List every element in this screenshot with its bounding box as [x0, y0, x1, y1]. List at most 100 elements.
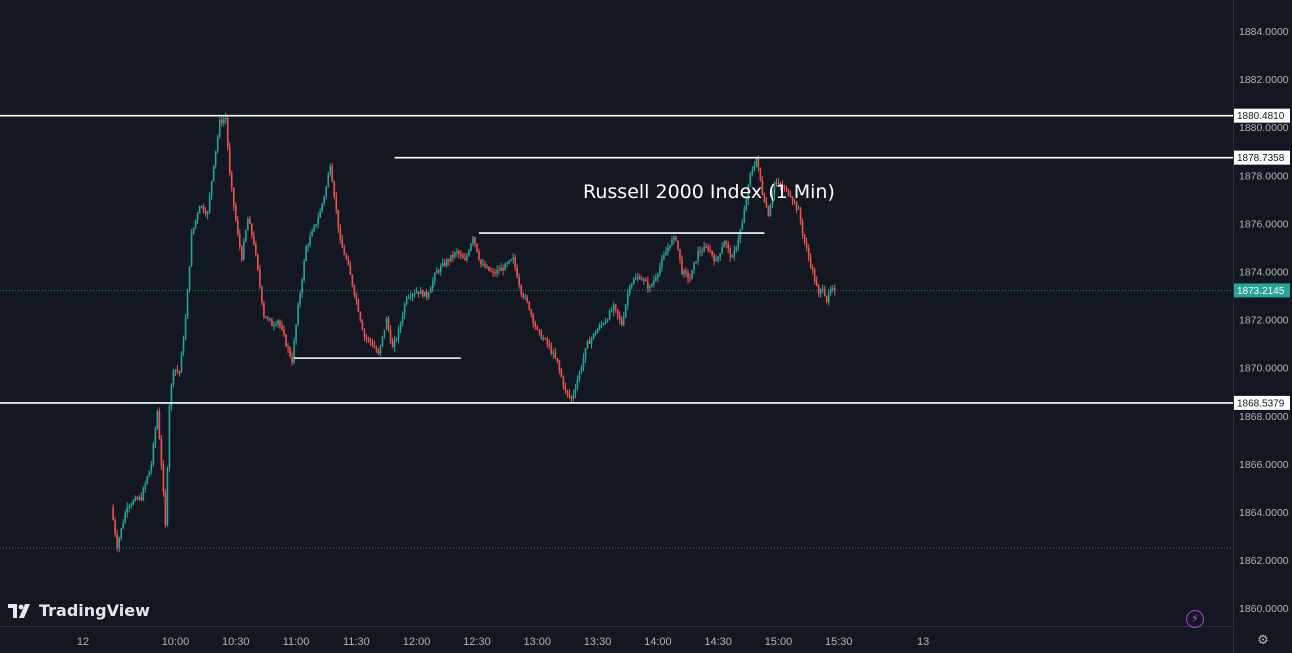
candle — [138, 495, 141, 502]
price-tick-label: 1866.0000 — [1239, 459, 1289, 471]
candle — [777, 177, 780, 185]
candle-body — [427, 293, 430, 298]
candle — [640, 275, 643, 281]
candle-body — [657, 273, 659, 278]
candle-body — [224, 117, 227, 120]
candle-body — [126, 507, 129, 513]
candle-body — [375, 347, 378, 352]
candle-body — [765, 202, 768, 207]
candle-body — [337, 209, 340, 229]
price-level-tag — [1234, 150, 1290, 165]
candle-body — [277, 320, 279, 325]
candle — [435, 266, 438, 274]
candle-body — [544, 338, 547, 340]
candle-body — [439, 265, 442, 272]
time-tick-label: 11:00 — [283, 636, 310, 648]
candle-body — [669, 245, 671, 248]
lightning-icon[interactable]: ⚡ — [1186, 610, 1204, 628]
candle-body — [399, 323, 402, 330]
candle — [522, 292, 524, 300]
candle-body — [552, 352, 555, 354]
candle — [232, 187, 235, 211]
candle — [558, 359, 561, 375]
candle — [154, 426, 157, 448]
candle — [803, 233, 806, 246]
candle-body — [448, 259, 450, 262]
time-axis[interactable]: 12 10:00 10:30 11:00 11:30 12:00 12:30 13:00 13:… — [0, 626, 1233, 649]
price-tick-label: 1884.0000 — [1239, 26, 1289, 38]
candle — [307, 242, 309, 252]
candle-body — [444, 262, 446, 266]
candle — [152, 441, 155, 467]
gear-icon[interactable]: ⚙ — [1257, 633, 1269, 648]
candle — [460, 249, 462, 260]
candle — [626, 288, 629, 311]
candle — [711, 250, 713, 258]
candle-body — [257, 254, 259, 270]
candle-body — [626, 293, 629, 305]
candle-body — [745, 200, 748, 210]
price-level-tag — [1234, 395, 1290, 410]
candle — [325, 185, 328, 200]
candle — [200, 205, 203, 209]
candle — [729, 245, 732, 262]
price-axis[interactable]: 1860.0000 1862.0000 1864.0000 1866.0000 1868… — [1233, 0, 1289, 653]
candle-body — [417, 291, 420, 294]
candle-body — [180, 352, 183, 373]
candle-body — [661, 259, 663, 267]
candle-body — [737, 239, 740, 248]
candle — [275, 321, 277, 327]
candle — [301, 277, 303, 298]
candle-body — [361, 320, 364, 330]
candle — [387, 315, 390, 333]
candle — [488, 266, 490, 272]
candle-body — [303, 261, 305, 280]
chart-title: Russell 2000 Index (1 Min) — [583, 181, 835, 203]
candle-body — [572, 393, 575, 399]
candle — [345, 253, 348, 261]
candle — [425, 288, 428, 301]
candle — [620, 316, 623, 327]
candle — [130, 502, 133, 509]
candle — [638, 273, 641, 280]
time-tick-label: 13:30 — [584, 636, 612, 648]
candle — [323, 195, 326, 207]
candle — [423, 291, 426, 297]
candle-body — [204, 211, 207, 215]
candle — [144, 481, 147, 493]
candle-body — [823, 288, 826, 296]
candle-body — [729, 248, 732, 258]
candle — [773, 181, 776, 200]
candle-body — [482, 263, 484, 265]
candle — [586, 339, 589, 349]
candle — [166, 466, 169, 527]
candle-body — [602, 323, 605, 325]
candle-body — [319, 210, 321, 218]
candle — [462, 252, 464, 259]
candle-body — [357, 300, 360, 312]
candle — [584, 348, 587, 363]
candle-body — [275, 324, 277, 326]
candle-body — [206, 212, 209, 215]
candle-body — [435, 270, 438, 274]
candle-body — [699, 250, 701, 253]
candle — [530, 308, 533, 318]
candle — [140, 492, 143, 502]
candle — [476, 243, 478, 253]
candle-body — [291, 356, 293, 363]
candle-body — [550, 345, 553, 354]
candle-body — [486, 266, 488, 268]
candle — [498, 265, 500, 275]
candle — [411, 292, 414, 302]
candle — [339, 224, 342, 244]
price-tick-label: 1882.0000 — [1239, 74, 1289, 86]
candle — [277, 319, 279, 328]
candle-body — [472, 237, 474, 244]
candle — [703, 241, 705, 253]
candle-body — [665, 252, 667, 256]
candle-body — [566, 390, 569, 394]
candle — [395, 337, 398, 343]
tradingview-logo[interactable]: TradingView — [8, 601, 150, 620]
candle-body — [158, 411, 161, 440]
